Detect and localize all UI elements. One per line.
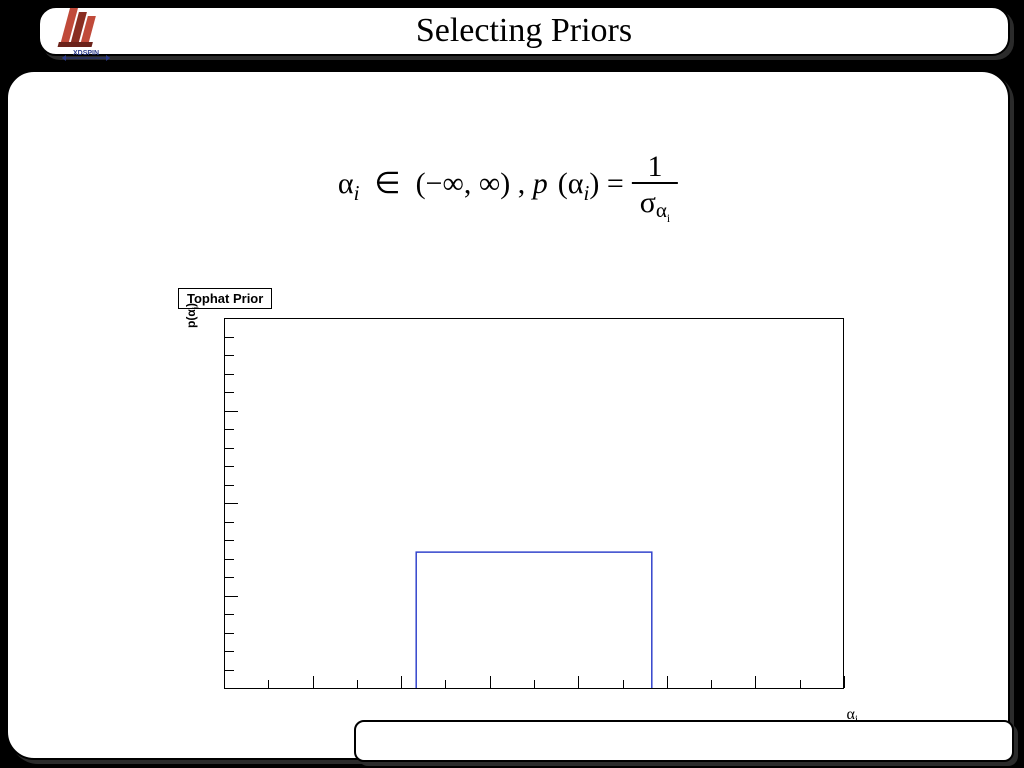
equation: αi ∈ (−∞, ∞) , p (αi) = 1 σαi (338, 152, 678, 219)
logo-text: XDSPIN (73, 50, 99, 57)
page-title: Selecting Priors (416, 12, 632, 50)
y-axis-label: p(αi) (184, 303, 200, 328)
xdspin-logo: XDSPIN (52, 6, 120, 62)
header-panel: Selecting Priors (38, 6, 1010, 56)
fraction: 1 σαi (632, 152, 678, 219)
tophat-line (224, 552, 844, 689)
plot-frame (224, 318, 844, 688)
footer-panel (354, 720, 1014, 762)
tophat-chart: Tophat Prior p(αi) αi (178, 292, 878, 722)
slide: Selecting Priors XDSPIN αi ∈ (−∞, ∞) , p (6, 6, 1018, 762)
x-axis (224, 688, 844, 689)
body-panel: αi ∈ (−∞, ∞) , p (αi) = 1 σαi Tophat Pri… (6, 70, 1010, 760)
